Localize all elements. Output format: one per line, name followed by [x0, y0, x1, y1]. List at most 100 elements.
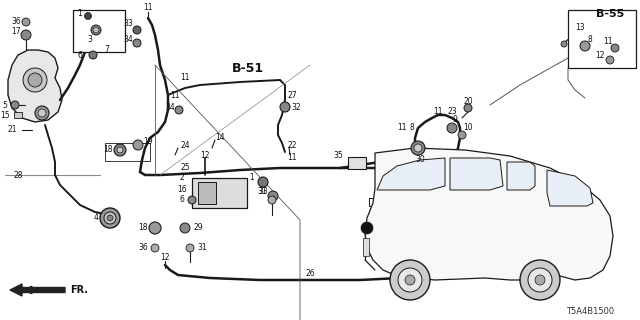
Text: 35: 35 [333, 150, 343, 159]
Text: 11: 11 [180, 74, 189, 83]
Text: 2: 2 [180, 173, 184, 182]
Polygon shape [450, 158, 503, 190]
Text: 19: 19 [143, 138, 153, 147]
Text: 29: 29 [193, 223, 203, 233]
Text: 16: 16 [177, 186, 187, 195]
Circle shape [611, 44, 619, 52]
Text: T5A4B1500: T5A4B1500 [566, 308, 614, 316]
Text: 22: 22 [287, 140, 297, 149]
Circle shape [280, 102, 290, 112]
Text: 6: 6 [77, 51, 83, 60]
Polygon shape [507, 162, 535, 190]
Text: 20: 20 [463, 98, 473, 107]
Text: 15: 15 [0, 110, 10, 119]
Text: 12: 12 [200, 150, 210, 159]
Circle shape [606, 56, 614, 64]
Circle shape [188, 196, 196, 204]
Text: 8: 8 [588, 36, 593, 44]
Circle shape [35, 106, 49, 120]
Circle shape [22, 18, 30, 26]
Bar [192, 178, 247, 208]
Text: 10: 10 [463, 124, 473, 132]
Polygon shape [547, 170, 593, 206]
Circle shape [398, 268, 422, 292]
Text: 23: 23 [447, 108, 457, 116]
Circle shape [107, 215, 113, 221]
Text: 7: 7 [104, 45, 109, 54]
Circle shape [528, 268, 552, 292]
Circle shape [175, 106, 183, 114]
Bar [105, 143, 150, 161]
Circle shape [117, 147, 123, 153]
Text: 14: 14 [215, 133, 225, 142]
Circle shape [414, 144, 422, 152]
Text: 36: 36 [11, 18, 21, 27]
Circle shape [458, 131, 466, 139]
Text: 4: 4 [93, 213, 99, 222]
Circle shape [28, 73, 42, 87]
Bar [73, 10, 125, 52]
Text: 21: 21 [7, 125, 17, 134]
Circle shape [21, 30, 31, 40]
Circle shape [464, 104, 472, 112]
Circle shape [133, 26, 141, 34]
Text: 11: 11 [433, 108, 443, 116]
Text: B-51: B-51 [232, 61, 264, 75]
Text: 11: 11 [397, 124, 407, 132]
Circle shape [520, 260, 560, 300]
Circle shape [149, 222, 161, 234]
Circle shape [114, 144, 126, 156]
Circle shape [411, 141, 425, 155]
Text: B-55: B-55 [596, 9, 624, 19]
Circle shape [93, 27, 99, 33]
Text: 17: 17 [11, 28, 21, 36]
Text: 11: 11 [143, 4, 153, 12]
Text: 34: 34 [123, 36, 133, 44]
Text: 3: 3 [88, 36, 92, 44]
Circle shape [186, 244, 194, 252]
Text: 36: 36 [138, 244, 148, 252]
Text: 31: 31 [257, 188, 267, 196]
FancyArrow shape [10, 284, 65, 296]
Text: 26: 26 [305, 268, 315, 277]
Text: 18: 18 [138, 223, 148, 233]
Text: 9: 9 [452, 116, 458, 124]
Bar [14, 112, 22, 118]
Circle shape [104, 212, 116, 224]
Text: 8: 8 [410, 124, 414, 132]
Text: 6: 6 [180, 196, 184, 204]
Text: 31: 31 [197, 244, 207, 252]
Circle shape [405, 275, 415, 285]
Circle shape [447, 123, 457, 133]
Text: 25: 25 [180, 164, 190, 172]
Text: 11: 11 [287, 154, 297, 163]
Circle shape [91, 25, 101, 35]
Text: 24: 24 [180, 140, 190, 149]
Circle shape [11, 101, 19, 109]
Text: 27: 27 [287, 91, 297, 100]
Text: 13: 13 [575, 23, 585, 33]
Polygon shape [365, 148, 613, 280]
Text: 33: 33 [123, 20, 133, 28]
Text: 1: 1 [77, 10, 83, 19]
Text: 28: 28 [13, 171, 23, 180]
Text: 1: 1 [250, 173, 254, 182]
Text: 12: 12 [595, 51, 605, 60]
Bar [363, 238, 369, 256]
Circle shape [361, 222, 373, 234]
Text: 34: 34 [165, 102, 175, 111]
Circle shape [133, 39, 141, 47]
Circle shape [258, 177, 268, 187]
Text: 33: 33 [258, 188, 268, 196]
Circle shape [268, 196, 276, 204]
Circle shape [580, 41, 590, 51]
Text: 32: 32 [291, 102, 301, 111]
Circle shape [38, 109, 46, 117]
Text: 18: 18 [103, 146, 113, 155]
Text: FR.: FR. [70, 285, 88, 295]
Circle shape [151, 244, 159, 252]
Text: 11: 11 [170, 91, 180, 100]
Circle shape [100, 208, 120, 228]
Text: 5: 5 [3, 100, 8, 109]
Text: 30: 30 [415, 156, 425, 164]
